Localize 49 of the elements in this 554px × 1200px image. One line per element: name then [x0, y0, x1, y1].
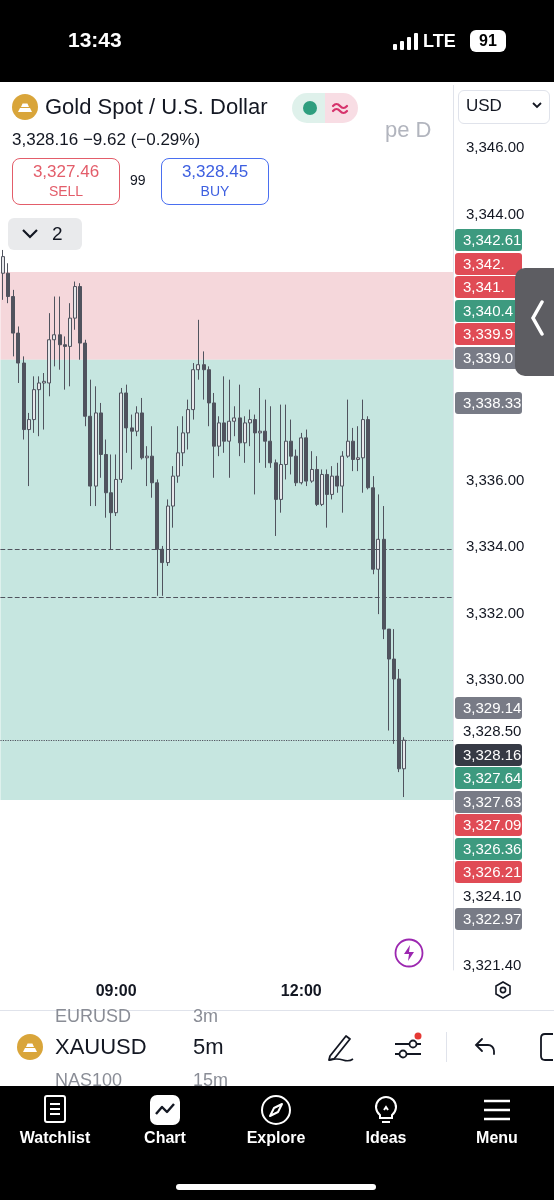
text: 5m — [193, 1034, 224, 1060]
text: 3m — [193, 1006, 219, 1027]
text: 3,321.40 — [455, 953, 553, 976]
text: 3,326.36 — [455, 837, 522, 860]
text: 3,339.9 — [455, 323, 522, 345]
text: 3,327.63 — [455, 790, 522, 813]
text: 3,340.4 — [455, 299, 522, 322]
text: 3,338.33 — [455, 391, 522, 414]
y-tick-label: 3,334.00 — [466, 537, 525, 555]
chart-title: Gold Spot / U.S. Dollar — [45, 94, 268, 120]
text: Watchlist — [18, 1129, 92, 1147]
x-tick-label: 12:00 — [280, 981, 322, 999]
text: Menu — [475, 1129, 519, 1147]
text: 13:43 — [68, 28, 122, 52]
text: 3,326.21 — [455, 861, 522, 883]
text: 3,328.16 — [455, 743, 522, 766]
annotation: 3,327.46 — [31, 162, 101, 182]
y-tick-label: 3,344.00 — [466, 204, 525, 222]
text: 3,327.64 — [455, 767, 522, 789]
text: Explore — [245, 1129, 307, 1147]
text: 3,324.10 — [455, 884, 553, 907]
annotation: 99 — [130, 172, 146, 188]
text: 3,342. — [455, 252, 522, 275]
annotation: BUY — [199, 183, 231, 199]
text: USD — [466, 96, 502, 116]
x-tick-label: 09:00 — [95, 981, 137, 999]
text: Chart — [143, 1129, 187, 1147]
text: 3,327.09 — [455, 814, 522, 836]
annotation: pe D — [385, 117, 432, 143]
text: LTE — [423, 31, 456, 52]
text: 3,341. — [455, 276, 522, 298]
text: Ideas — [364, 1129, 408, 1147]
annotation: 3,328.45 — [180, 162, 250, 182]
text: 3,322.97 — [455, 908, 522, 930]
text: NAS100 — [55, 1070, 123, 1091]
text: XAUUSD — [55, 1034, 147, 1060]
y-tick-label: 3,332.00 — [466, 603, 525, 621]
text: 3,328.50 — [455, 720, 553, 742]
text: 15m — [193, 1070, 229, 1091]
y-tick-label: 3,336.00 — [466, 470, 525, 488]
text: EURUSD — [55, 1006, 132, 1027]
text: 3,329.14 — [455, 696, 522, 719]
annotation: 2 — [52, 223, 63, 245]
text: 3,342.61 — [455, 228, 522, 251]
text: 3,339.0 — [455, 346, 522, 369]
y-tick-label: 3,346.00 — [466, 138, 525, 156]
text: 3,328.16 −9.62 (−0.29%) — [12, 130, 201, 150]
y-tick-label: 3,330.00 — [466, 670, 525, 688]
annotation: SELL — [47, 183, 85, 199]
